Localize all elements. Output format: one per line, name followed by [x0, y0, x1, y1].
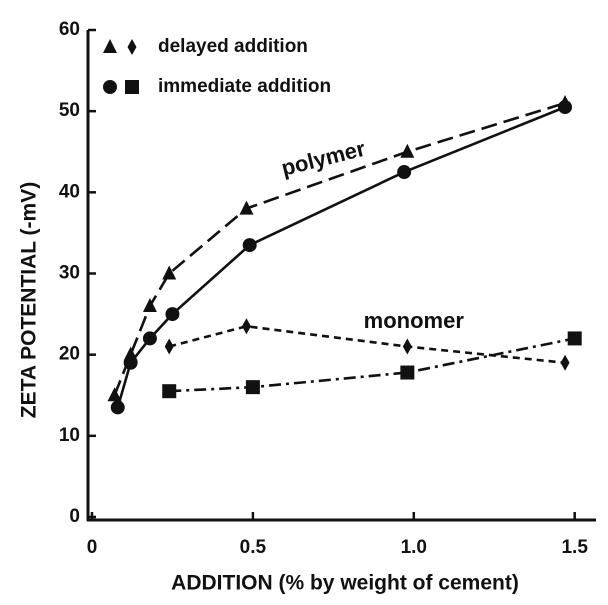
marker-circle [123, 355, 138, 370]
y-tick-label: 40 [59, 181, 80, 202]
series-line [168, 324, 566, 365]
x-axis-label: ADDITION (% by weight of cement) [171, 572, 519, 595]
marker-circle [142, 331, 157, 346]
marker-diamond [402, 338, 412, 355]
marker-triangle [142, 297, 157, 312]
marker-triangle [400, 143, 415, 158]
series-line [169, 337, 575, 393]
x-tick-label: 0 [87, 537, 98, 558]
y-tick-label: 50 [59, 100, 80, 121]
marker-square [245, 380, 260, 395]
marker-square [567, 331, 582, 346]
y-tick-label: 0 [69, 506, 80, 527]
marker-circle [103, 80, 117, 94]
y-tick-label: 60 [59, 19, 80, 40]
marker-diamond [560, 354, 570, 371]
marker-diamond [164, 338, 174, 355]
marker-square [400, 365, 415, 380]
marker-circle [242, 238, 257, 253]
marker-circle [165, 307, 180, 322]
marker-triangle [103, 39, 117, 53]
y-tick-label: 20 [59, 344, 80, 365]
marker-square [125, 80, 139, 94]
marker-triangle [162, 265, 177, 280]
marker-circle [110, 400, 125, 415]
x-tick-label: 1.0 [401, 537, 427, 558]
marker-diamond [241, 318, 251, 335]
marker-square [162, 384, 177, 399]
legend-label: delayed addition [158, 36, 308, 57]
marker-triangle [107, 387, 122, 402]
marker-diamond [127, 39, 137, 55]
x-tick-label: 0.5 [240, 537, 267, 558]
legend-label: immediate addition [158, 76, 331, 97]
y-tick-label: 10 [59, 425, 80, 446]
y-tick-label: 30 [59, 263, 80, 284]
y-axis-label: ZETA POTENTIAL (-mV) [18, 182, 41, 418]
marker-circle [558, 100, 573, 115]
marker-triangle [239, 200, 254, 215]
annotation: monomer [364, 308, 465, 333]
marker-circle [397, 165, 412, 180]
x-tick-label: 1.5 [561, 537, 588, 558]
annotation: polymer [279, 136, 369, 181]
